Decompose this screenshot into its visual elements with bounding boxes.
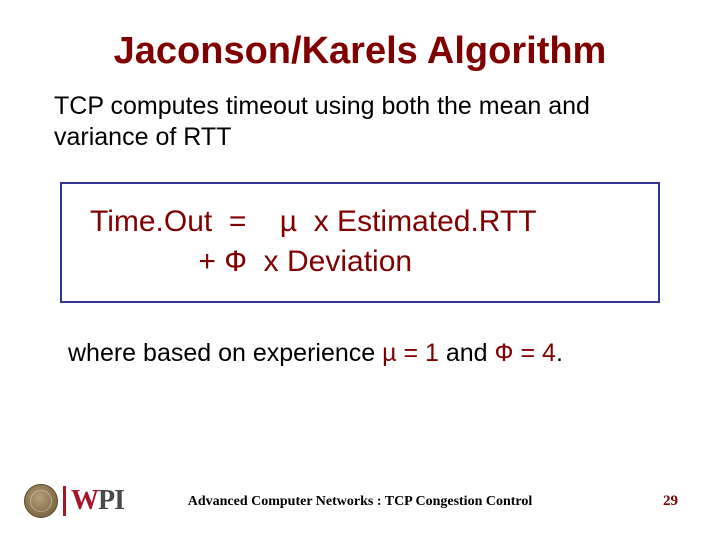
note-mu: µ = 1 — [382, 339, 439, 367]
page-number: 29 — [663, 493, 678, 510]
formula-line-2: + Ф x Deviation — [90, 242, 630, 283]
formula-line-1: Time.Out = µ x Estimated.RTT — [90, 202, 630, 243]
slide-subtitle: TCP computes timeout using both the mean… — [54, 91, 670, 154]
note-phi: Ф = 4 — [495, 339, 556, 367]
slide-title: Jaconson/Karels Algorithm — [50, 30, 670, 73]
footer-text: Advanced Computer Networks : TCP Congest… — [0, 494, 720, 510]
note-text: where based on experience µ = 1 and Ф = … — [68, 339, 670, 368]
footer: WPI Advanced Computer Networks : TCP Con… — [0, 478, 720, 518]
note-prefix: where based on experience — [68, 339, 382, 367]
note-mid: and — [439, 339, 495, 367]
formula-box: Time.Out = µ x Estimated.RTT + Ф x Devia… — [60, 182, 660, 303]
note-suffix: . — [556, 339, 563, 367]
slide: Jaconson/Karels Algorithm TCP computes t… — [0, 0, 720, 540]
